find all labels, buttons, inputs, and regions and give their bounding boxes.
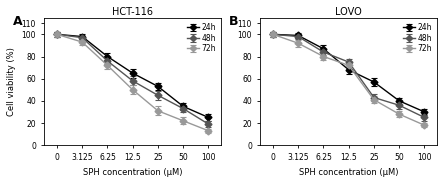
Title: LOVO: LOVO (335, 7, 362, 17)
Text: B: B (229, 15, 238, 28)
Legend: 24h, 48h, 72h: 24h, 48h, 72h (402, 22, 433, 55)
Legend: 24h, 48h, 72h: 24h, 48h, 72h (186, 22, 217, 55)
X-axis label: SPH concentration (μM): SPH concentration (μM) (299, 168, 398, 177)
Title: HCT-116: HCT-116 (112, 7, 153, 17)
Y-axis label: Cell viability (%): Cell viability (%) (7, 47, 16, 116)
X-axis label: SPH concentration (μM): SPH concentration (μM) (83, 168, 182, 177)
Text: A: A (12, 15, 22, 28)
